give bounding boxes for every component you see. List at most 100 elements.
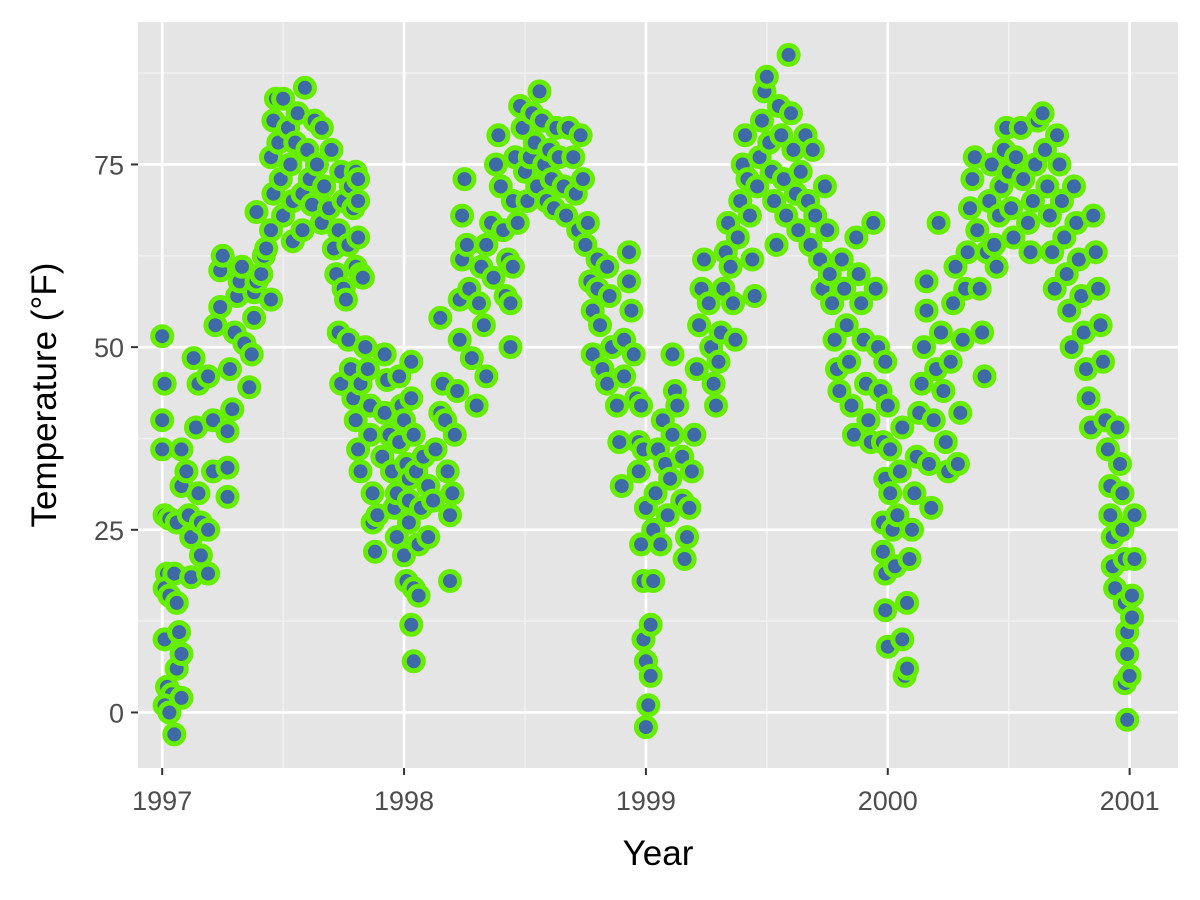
data-point bbox=[454, 232, 479, 257]
axes: 1997 1998 1999 2000 2001 0 25 50 75 bbox=[94, 150, 1160, 816]
data-point bbox=[965, 218, 990, 243]
y-tick-label: 25 bbox=[94, 516, 124, 546]
data-point bbox=[926, 210, 951, 235]
data-point bbox=[447, 327, 472, 352]
data-point bbox=[958, 196, 982, 221]
data-point bbox=[435, 459, 460, 484]
data-point bbox=[750, 108, 774, 133]
data-points bbox=[150, 42, 1147, 747]
data-point bbox=[571, 167, 595, 192]
data-point bbox=[1047, 152, 1072, 177]
data-point bbox=[554, 203, 579, 228]
data-point bbox=[150, 408, 175, 433]
data-point bbox=[812, 174, 837, 199]
data-point bbox=[396, 510, 421, 535]
data-point bbox=[215, 419, 240, 444]
y-tick-label: 75 bbox=[94, 150, 124, 180]
data-point bbox=[474, 364, 499, 389]
data-point bbox=[471, 313, 496, 338]
data-point bbox=[829, 247, 854, 272]
data-point bbox=[769, 123, 794, 148]
data-point bbox=[1020, 189, 1045, 213]
data-point bbox=[150, 437, 175, 462]
data-point bbox=[488, 174, 513, 199]
data-point bbox=[931, 379, 956, 403]
data-point bbox=[984, 254, 1009, 279]
data-point bbox=[815, 218, 840, 243]
data-point bbox=[779, 101, 803, 126]
data-point bbox=[438, 503, 462, 528]
data-point bbox=[762, 189, 787, 213]
data-point bbox=[527, 79, 552, 104]
data-point bbox=[346, 189, 371, 213]
data-point bbox=[948, 400, 973, 425]
data-point bbox=[1040, 240, 1065, 265]
data-point bbox=[929, 320, 953, 345]
data-point bbox=[350, 265, 375, 290]
data-point bbox=[679, 459, 704, 484]
data-point bbox=[500, 254, 525, 279]
data-point bbox=[684, 357, 709, 382]
data-point bbox=[196, 364, 221, 389]
data-point bbox=[1037, 203, 1062, 228]
data-point bbox=[440, 481, 465, 506]
data-point bbox=[895, 656, 920, 681]
data-point bbox=[1030, 101, 1055, 126]
data-point bbox=[230, 254, 254, 279]
data-point bbox=[1076, 386, 1101, 411]
data-point bbox=[1004, 145, 1028, 170]
data-point bbox=[162, 722, 187, 747]
data-point bbox=[358, 422, 383, 447]
data-point bbox=[215, 455, 240, 480]
data-point bbox=[150, 324, 175, 349]
data-point bbox=[774, 203, 799, 228]
data-point bbox=[982, 232, 1007, 257]
data-point bbox=[621, 342, 646, 367]
data-point bbox=[1049, 189, 1074, 213]
data-point bbox=[259, 287, 283, 312]
data-point bbox=[1091, 349, 1115, 374]
data-point bbox=[999, 196, 1024, 221]
data-point bbox=[786, 218, 811, 243]
data-point bbox=[1083, 240, 1108, 265]
data-point bbox=[196, 561, 221, 586]
data-point bbox=[186, 481, 211, 506]
data-point bbox=[885, 503, 910, 528]
data-point bbox=[1011, 167, 1036, 192]
data-point bbox=[152, 371, 177, 396]
data-point bbox=[672, 547, 697, 571]
data-point bbox=[481, 265, 506, 290]
data-point bbox=[846, 262, 871, 287]
data-point bbox=[459, 346, 484, 371]
data-point bbox=[900, 517, 924, 542]
data-point bbox=[861, 210, 886, 235]
data-point bbox=[776, 42, 801, 67]
data-point bbox=[921, 408, 946, 433]
data-point bbox=[312, 174, 337, 199]
data-point bbox=[834, 313, 859, 338]
data-point bbox=[820, 291, 845, 316]
data-point bbox=[638, 612, 663, 637]
data-point bbox=[157, 700, 182, 725]
data-point bbox=[832, 276, 857, 301]
data-point bbox=[309, 115, 334, 140]
data-point bbox=[498, 291, 523, 316]
data-point bbox=[960, 167, 985, 192]
data-point bbox=[575, 210, 600, 235]
data-point bbox=[319, 137, 344, 162]
data-point bbox=[271, 86, 296, 111]
data-point bbox=[660, 422, 685, 447]
data-point bbox=[334, 287, 358, 312]
data-point bbox=[950, 327, 975, 352]
data-point bbox=[1045, 123, 1070, 148]
data-point bbox=[399, 612, 424, 637]
data-point bbox=[401, 422, 426, 447]
data-point bbox=[972, 364, 997, 389]
data-point bbox=[754, 64, 779, 89]
data-point bbox=[498, 335, 523, 360]
data-point bbox=[399, 349, 424, 374]
data-point bbox=[1033, 137, 1057, 162]
data-point bbox=[372, 342, 397, 367]
data-point bbox=[617, 240, 641, 265]
data-point bbox=[849, 291, 874, 316]
